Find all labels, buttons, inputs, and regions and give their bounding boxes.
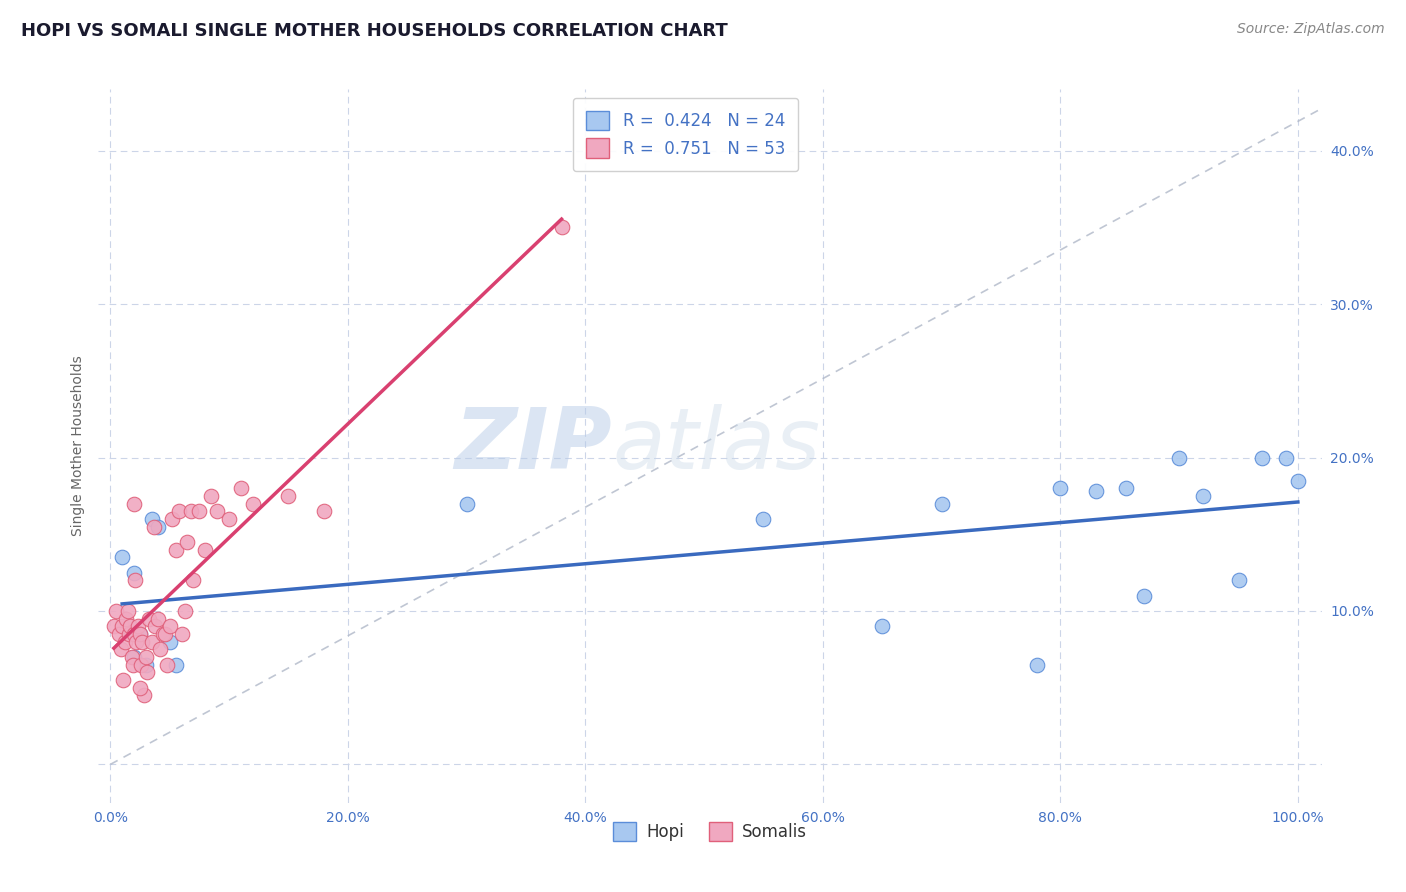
Point — [149, 642, 172, 657]
Point — [200, 489, 222, 503]
Point — [124, 574, 146, 588]
Point — [180, 504, 202, 518]
Point — [141, 634, 163, 648]
Point — [103, 619, 125, 633]
Point — [143, 519, 166, 533]
Point — [176, 535, 198, 549]
Point — [138, 612, 160, 626]
Point — [1049, 481, 1071, 495]
Point — [165, 657, 187, 672]
Point — [114, 634, 136, 648]
Point — [931, 497, 953, 511]
Point — [122, 566, 145, 580]
Y-axis label: Single Mother Households: Single Mother Households — [70, 356, 84, 536]
Point — [107, 627, 129, 641]
Point — [752, 512, 775, 526]
Point — [1275, 450, 1298, 465]
Point — [120, 619, 142, 633]
Point — [136, 665, 159, 680]
Point — [152, 627, 174, 641]
Point — [312, 504, 335, 518]
Point — [122, 627, 145, 641]
Point — [153, 627, 176, 641]
Point — [121, 657, 143, 672]
Point — [870, 619, 893, 633]
Point — [159, 634, 181, 648]
Point — [105, 604, 128, 618]
Point — [550, 220, 572, 235]
Point — [156, 657, 179, 672]
Point — [132, 689, 155, 703]
Point — [218, 512, 240, 526]
Point — [117, 604, 139, 618]
Text: atlas: atlas — [612, 404, 820, 488]
Point — [174, 604, 197, 618]
Point — [242, 497, 264, 511]
Text: HOPI VS SOMALI SINGLE MOTHER HOUSEHOLDS CORRELATION CHART: HOPI VS SOMALI SINGLE MOTHER HOUSEHOLDS … — [21, 22, 728, 40]
Point — [167, 504, 190, 518]
Point — [1251, 450, 1274, 465]
Point — [183, 574, 205, 588]
Point — [277, 489, 299, 503]
Point — [129, 627, 152, 641]
Point — [1132, 589, 1154, 603]
Point — [122, 497, 145, 511]
Point — [112, 673, 135, 687]
Point — [129, 681, 152, 695]
Point — [1227, 574, 1250, 588]
Point — [170, 627, 193, 641]
Point — [145, 619, 167, 633]
Point — [135, 650, 157, 665]
Point — [146, 519, 169, 533]
Point — [1286, 474, 1309, 488]
Point — [114, 612, 136, 626]
Point — [125, 634, 148, 648]
Point — [129, 627, 152, 641]
Point — [160, 512, 183, 526]
Text: Source: ZipAtlas.com: Source: ZipAtlas.com — [1237, 22, 1385, 37]
Point — [188, 504, 211, 518]
Point — [194, 542, 217, 557]
Point — [1085, 484, 1108, 499]
Point — [121, 650, 143, 665]
Point — [1115, 481, 1137, 495]
Point — [1025, 657, 1047, 672]
Point — [131, 634, 153, 648]
Legend: Hopi, Somalis: Hopi, Somalis — [606, 815, 814, 848]
Point — [1192, 489, 1215, 503]
Point — [141, 512, 163, 526]
Point — [159, 619, 181, 633]
Point — [110, 642, 132, 657]
Point — [122, 650, 145, 665]
Point — [111, 550, 134, 565]
Point — [135, 657, 157, 672]
Point — [205, 504, 228, 518]
Point — [146, 612, 169, 626]
Point — [111, 619, 134, 633]
Point — [129, 657, 152, 672]
Point — [127, 619, 149, 633]
Point — [229, 481, 252, 495]
Text: ZIP: ZIP — [454, 404, 612, 488]
Point — [1168, 450, 1191, 465]
Point — [456, 497, 478, 511]
Point — [165, 542, 187, 557]
Point — [118, 627, 141, 641]
